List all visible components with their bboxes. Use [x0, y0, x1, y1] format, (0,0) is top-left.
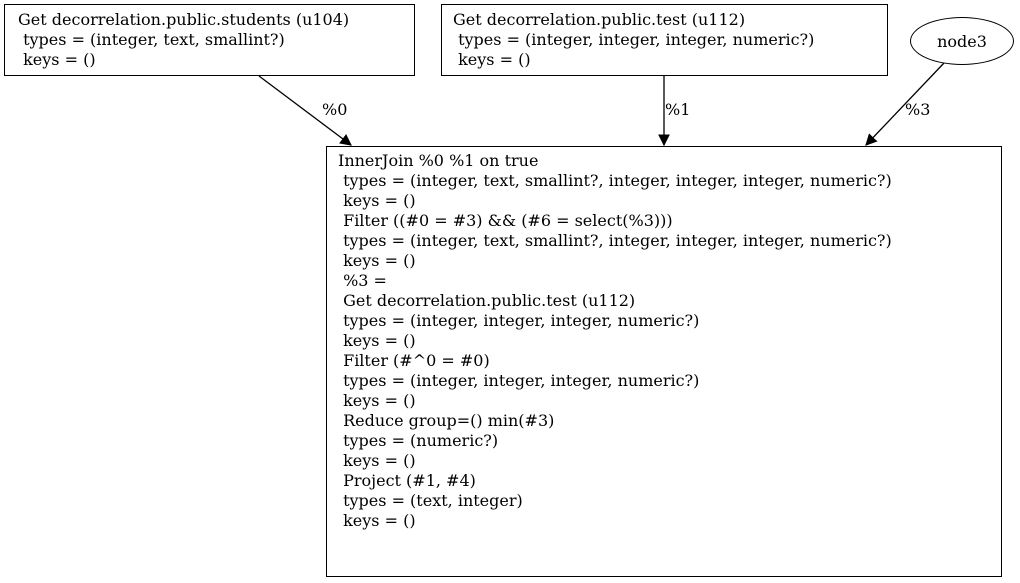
edge-label-students: %0: [322, 100, 348, 119]
node-text-line: %3 =: [338, 271, 387, 290]
node3-ellipse: node3: [910, 17, 1014, 65]
node-text-line: keys = (): [338, 191, 416, 210]
node-text-line: types = (text, integer): [338, 491, 523, 510]
node-text-line: keys = (): [18, 50, 96, 69]
node-text-line: types = (integer, integer, integer, nume…: [338, 371, 700, 390]
edge-node3-to-join: [865, 62, 945, 146]
node-text-line: types = (integer, text, smallint?, integ…: [338, 231, 892, 250]
node-text-line: Get decorrelation.public.students (u104): [18, 10, 350, 29]
node3-label: node3: [937, 31, 987, 51]
node-get-students: Get decorrelation.public.students (u104)…: [4, 4, 415, 76]
node-text-line: Filter ((#0 = #3) && (#6 = select(%3))): [338, 211, 673, 230]
node-text-line: Get decorrelation.public.test (u112): [453, 10, 746, 29]
node-text-line: keys = (): [338, 331, 416, 350]
node-text-line: Reduce group=() min(#3): [338, 411, 555, 430]
node-text-line: types = (integer, integer, integer, nume…: [453, 30, 815, 49]
node-text-line: types = (integer, integer, integer, nume…: [338, 311, 700, 330]
node-text-line: keys = (): [338, 451, 416, 470]
edge-label-node3: %3: [905, 100, 931, 119]
node-text-line: InnerJoin %0 %1 on true: [338, 151, 539, 170]
node-text-line: types = (integer, text, smallint?): [18, 30, 285, 49]
node-text-line: types = (numeric?): [338, 431, 499, 450]
node-inner-join: InnerJoin %0 %1 on true types = (integer…: [326, 146, 1002, 577]
node-text-line: Get decorrelation.public.test (u112): [338, 291, 636, 310]
node-text-line: keys = (): [453, 50, 531, 69]
node-text-line: types = (integer, text, smallint?, integ…: [338, 171, 892, 190]
node-text-line: Project (#1, #4): [338, 471, 476, 490]
node-text-line: keys = (): [338, 251, 416, 270]
node-text-line: Filter (#^0 = #0): [338, 351, 490, 370]
node-text-line: keys = (): [338, 511, 416, 530]
node-get-test: Get decorrelation.public.test (u112) typ…: [441, 4, 888, 76]
node-text-line: keys = (): [338, 391, 416, 410]
edge-label-test: %1: [665, 100, 691, 119]
edge-students-to-join: [258, 75, 352, 146]
